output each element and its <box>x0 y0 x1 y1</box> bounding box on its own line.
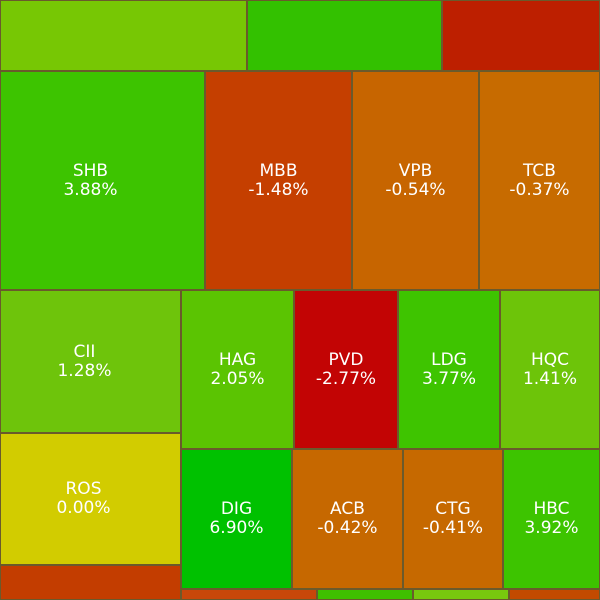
tile-change: -0.54% <box>385 179 446 200</box>
tile-change: -0.37% <box>509 179 570 200</box>
tile-label: SHB 3.88% <box>63 160 118 200</box>
tile-symbol: ACB <box>330 499 365 519</box>
tile-change: 3.77% <box>421 368 476 389</box>
tile-label: TCB -0.37% <box>509 160 570 200</box>
tile-symbol: HBC <box>533 499 570 519</box>
tile-change: 3.88% <box>63 179 118 200</box>
tile-symbol: VPB <box>398 160 433 181</box>
tile-unlabeled[interactable] <box>509 589 600 600</box>
tile-cii[interactable]: CII 1.28% <box>0 290 181 433</box>
tile-label: HAG 2.05% <box>210 349 265 389</box>
tile-hag[interactable]: HAG 2.05% <box>181 290 294 449</box>
tile-label: CTG -0.41% <box>423 500 483 538</box>
tile-unlabeled[interactable] <box>0 565 181 600</box>
tile-symbol: MBB <box>259 160 298 181</box>
tile-ldg[interactable]: LDG 3.77% <box>398 290 500 449</box>
tile-hqc[interactable]: HQC 1.41% <box>500 290 600 449</box>
tile-shb[interactable]: SHB 3.88% <box>0 71 205 290</box>
tile-change: 3.92% <box>524 518 579 538</box>
tile-change: 6.90% <box>209 518 264 538</box>
tile-unlabeled[interactable] <box>317 589 413 600</box>
tile-symbol: ROS <box>65 479 102 499</box>
tile-change: 1.41% <box>522 368 577 389</box>
tile-label: MBB -1.48% <box>248 160 309 200</box>
tile-symbol: HAG <box>218 349 257 370</box>
tile-change: 1.28% <box>57 360 112 381</box>
tile-ros[interactable]: ROS 0.00% <box>0 433 181 565</box>
tile-label: ACB -0.42% <box>317 500 377 538</box>
tile-unlabeled[interactable] <box>413 589 509 600</box>
tile-symbol: DIG <box>220 499 253 519</box>
tile-symbol: SHB <box>72 160 109 181</box>
tile-change: -0.41% <box>422 518 484 538</box>
tile-label: DIG 6.90% <box>209 500 263 538</box>
tile-acb[interactable]: ACB -0.42% <box>292 449 403 589</box>
tile-change: 2.05% <box>210 368 265 389</box>
tile-change: -0.42% <box>317 518 378 538</box>
tile-dig[interactable]: DIG 6.90% <box>181 449 292 589</box>
tile-symbol: CTG <box>435 499 471 519</box>
tile-label: CII 1.28% <box>57 341 112 381</box>
tile-pvd[interactable]: PVD -2.77% <box>294 290 398 449</box>
tile-tcb[interactable]: TCB -0.37% <box>479 71 600 290</box>
tile-change: 0.00% <box>56 498 111 518</box>
tile-symbol: HQC <box>530 349 570 370</box>
tile-unlabeled[interactable] <box>181 589 317 600</box>
tile-change: -1.48% <box>248 179 309 200</box>
tile-mbb[interactable]: MBB -1.48% <box>205 71 352 290</box>
tile-label: HBC 3.92% <box>524 500 578 538</box>
tile-label: PVD -2.77% <box>315 349 377 389</box>
tile-symbol: LDG <box>431 349 467 370</box>
tile-vpb[interactable]: VPB -0.54% <box>352 71 479 290</box>
tile-label: ROS 0.00% <box>56 480 110 518</box>
tile-hbc[interactable]: HBC 3.92% <box>503 449 600 589</box>
tile-label: HQC 1.41% <box>522 349 577 389</box>
tile-symbol: CII <box>73 341 96 362</box>
tile-symbol: TCB <box>523 160 556 181</box>
tile-symbol: PVD <box>328 349 364 370</box>
tile-label: LDG 3.77% <box>421 349 476 389</box>
tile-unlabeled[interactable] <box>442 0 600 71</box>
tile-unlabeled[interactable] <box>0 0 247 71</box>
tile-change: -2.77% <box>315 368 377 389</box>
tile-label: VPB -0.54% <box>385 160 446 200</box>
tile-unlabeled[interactable] <box>247 0 442 71</box>
tile-ctg[interactable]: CTG -0.41% <box>403 449 503 589</box>
